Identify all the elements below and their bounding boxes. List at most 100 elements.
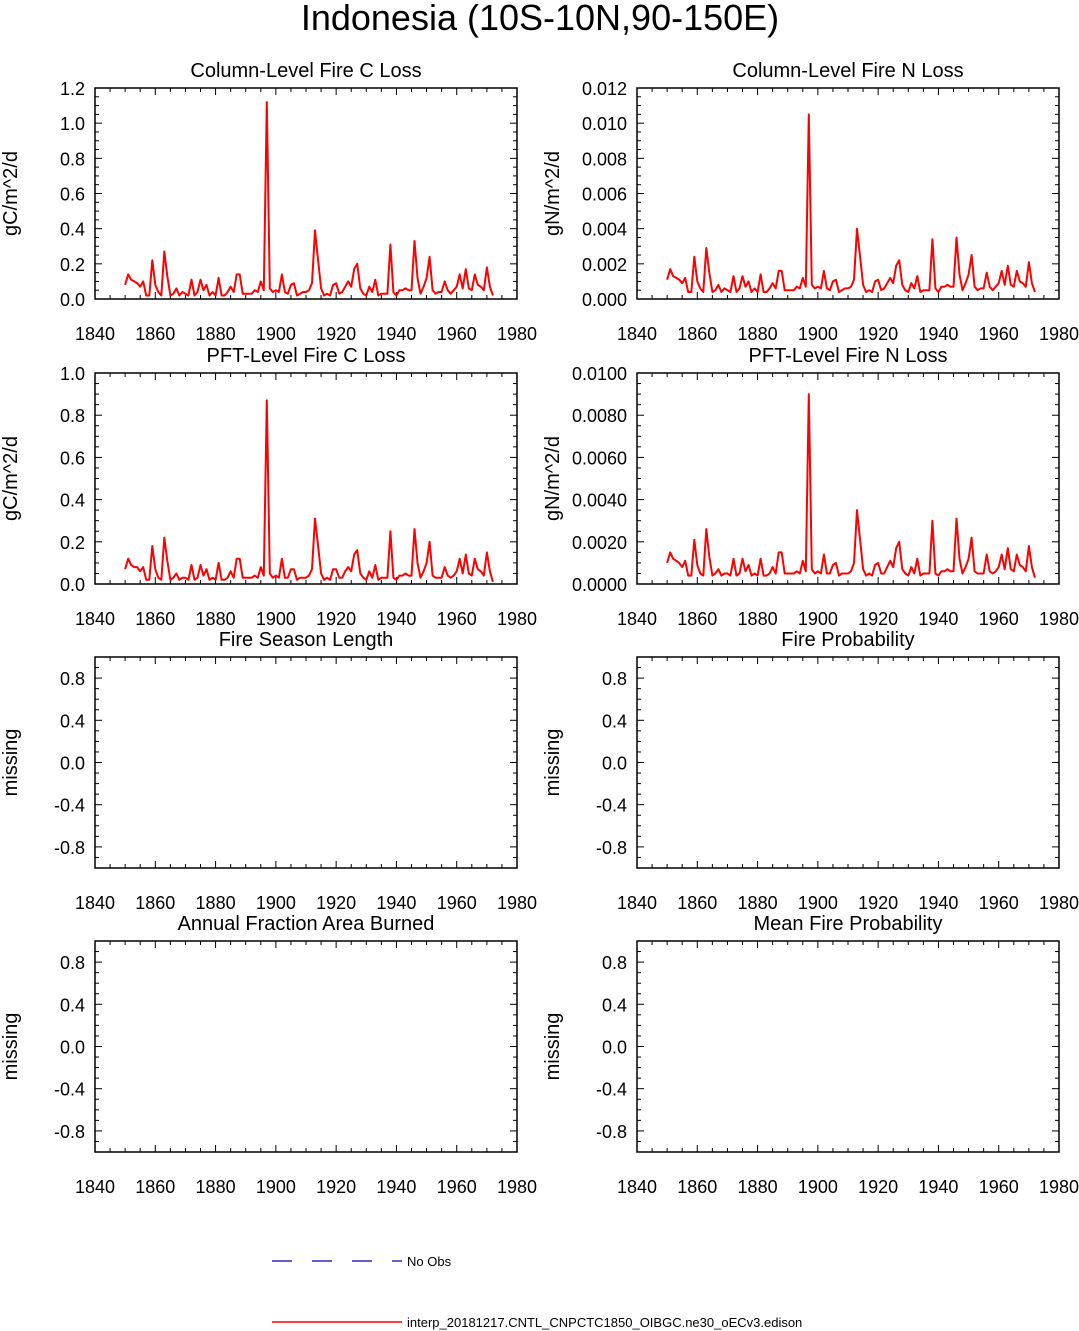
figure-title: Indonesia (10S-10N,90-150E) [301,0,779,38]
x-tick-label: 1860 [677,893,717,913]
series-line-1 [124,399,494,583]
y-tick-label: 0.4 [602,995,627,1015]
legend-no-obs-label: No Obs [407,1254,452,1269]
legend-model-label: interp_20181217.CNTL_CNPCTC1850_OIBGC.ne… [407,1315,802,1330]
y-tick-label: 0.8 [60,406,85,426]
x-tick-label: 1900 [256,324,296,344]
x-tick-label: 1980 [1039,893,1079,913]
x-tick-label: 1960 [979,609,1019,629]
x-tick-label: 1880 [196,1177,236,1197]
y-tick-label: 0.002 [582,255,627,275]
x-tick-label: 1900 [798,324,838,344]
y-tick-label: 0.004 [582,220,627,240]
x-tick-label: 1840 [75,609,115,629]
y-tick-label: 0.6 [60,448,85,468]
x-tick-label: 1940 [918,1177,958,1197]
plot-frame [94,940,518,1153]
y-axis-label: missing [0,1013,22,1081]
x-tick-label: 1860 [135,893,175,913]
series-line-1 [666,393,1036,578]
legend: No Obs interp_20181217.CNTL_CNPCTC1850_O… [272,1254,802,1330]
x-tick-label: 1980 [497,893,537,913]
chart-title: Fire Probability [781,629,914,651]
y-tick-label: -0.8 [596,838,627,858]
x-tick-label: 1940 [376,893,416,913]
plot-frame [94,656,518,869]
plot-frame [636,940,1060,1153]
y-axis-label: missing [542,1013,564,1081]
plot-frame [636,656,1060,869]
y-tick-label: 0.4 [60,995,85,1015]
x-tick-label: 1880 [196,324,236,344]
x-tick-label: 1960 [979,893,1019,913]
y-tick-label: 0.008 [582,149,627,169]
y-tick-label: 0.012 [582,79,627,99]
x-tick-label: 1920 [858,1177,898,1197]
x-tick-label: 1980 [497,609,537,629]
y-tick-label: 1.0 [60,364,85,384]
y-tick-label: 0.4 [60,491,85,511]
y-tick-label: -0.4 [596,1080,627,1100]
y-tick-label: 0.2 [60,255,85,275]
x-tick-label: 1940 [376,1177,416,1197]
y-tick-label: 0.0000 [572,575,627,595]
y-axis-label: gC/m^2/d [0,151,22,236]
x-tick-label: 1920 [316,1177,356,1197]
x-tick-label: 1880 [738,893,778,913]
y-tick-label: 0.6 [60,185,85,205]
series-line-1 [666,113,1036,293]
chart-panel-4: PFT-Level Fire N Loss gN/m^2/d 1840 1860 188… [542,345,1079,629]
y-tick-label: 0.0 [60,290,85,310]
x-tick-label: 1860 [135,324,175,344]
y-tick-label: 0.4 [602,711,627,731]
y-tick-label: 0.8 [60,669,85,689]
chart-title: Fire Season Length [219,629,394,651]
x-tick-label: 1860 [677,1177,717,1197]
x-tick-label: 1860 [677,609,717,629]
series-line-1 [124,101,494,297]
x-tick-label: 1940 [376,609,416,629]
y-tick-label: 0.4 [60,711,85,731]
x-tick-label: 1980 [1039,324,1079,344]
chart-title: Mean Fire Probability [754,913,943,935]
y-tick-label: 0.8 [60,953,85,973]
x-tick-label: 1940 [918,324,958,344]
y-tick-label: 0.0100 [572,364,627,384]
y-tick-label: 0.8 [602,953,627,973]
x-tick-label: 1980 [1039,1177,1079,1197]
y-tick-label: -0.4 [596,796,627,816]
chart-panel-1: Column-Level Fire C Loss gC/m^2/d 1840 1860… [0,60,537,344]
chart-panel-6: Fire Probability missing 1840 1860 1880 1900 1… [542,629,1079,913]
x-tick-label: 1920 [316,893,356,913]
x-tick-label: 1860 [677,324,717,344]
chart-title: PFT-Level Fire C Loss [207,345,406,367]
y-tick-label: 0.010 [582,114,627,134]
x-tick-label: 1900 [798,1177,838,1197]
y-tick-label: 0.0080 [572,406,627,426]
y-tick-label: 0.0 [60,575,85,595]
y-axis-label: missing [0,729,22,797]
x-tick-label: 1860 [135,1177,175,1197]
y-tick-label: 0.0 [60,754,85,774]
x-tick-label: 1840 [617,893,657,913]
y-tick-label: 1.2 [60,79,85,99]
y-tick-label: 0.0 [602,1038,627,1058]
y-tick-label: -0.8 [54,838,85,858]
panels: Column-Level Fire C Loss gC/m^2/d 1840 1860… [0,60,1079,1197]
y-tick-label: 0.2 [60,533,85,553]
x-tick-label: 1880 [738,609,778,629]
y-tick-label: 0.0020 [572,533,627,553]
x-tick-label: 1900 [798,609,838,629]
x-tick-label: 1840 [75,1177,115,1197]
x-tick-label: 1940 [918,609,958,629]
y-tick-label: 0.0 [602,754,627,774]
x-tick-label: 1980 [1039,609,1079,629]
y-tick-label: 0.0040 [572,491,627,511]
y-tick-label: 0.4 [60,220,85,240]
chart-title: Annual Fraction Area Burned [178,913,435,935]
x-tick-label: 1840 [75,324,115,344]
y-tick-label: -0.4 [54,796,85,816]
x-tick-label: 1880 [738,324,778,344]
x-tick-label: 1980 [497,1177,537,1197]
